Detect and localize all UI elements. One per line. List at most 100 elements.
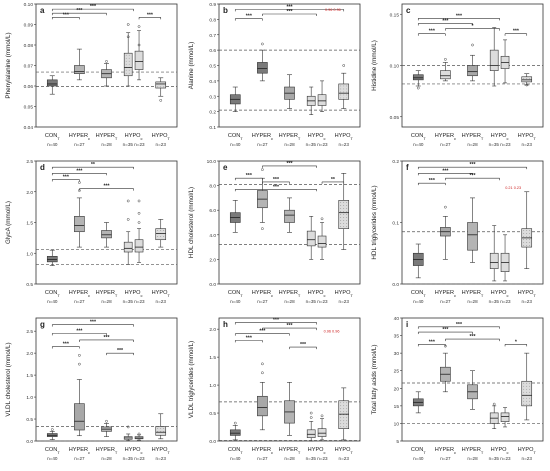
box-texture-dot xyxy=(340,226,342,227)
outlier-point xyxy=(416,86,420,90)
box-texture-dot xyxy=(523,385,525,387)
significance-label: *** xyxy=(273,184,280,190)
outlier-point xyxy=(105,419,108,423)
box-texture-dot xyxy=(346,214,348,215)
box-texture-dot xyxy=(343,202,345,203)
box-2 xyxy=(257,62,268,74)
significance-label: *** xyxy=(300,342,307,348)
box-texture-dot xyxy=(163,428,165,429)
x-count-label: n=27 xyxy=(74,142,85,147)
box-texture-dot xyxy=(346,223,348,224)
significance-label: *** xyxy=(63,174,70,180)
box-texture-dot xyxy=(523,382,525,384)
box-texture-dot xyxy=(157,230,159,231)
box-texture-dot xyxy=(340,88,342,90)
y-axis-label: HDL cholesterol (mmol/L) xyxy=(188,187,195,258)
outlier-point xyxy=(444,58,447,61)
x-category-label: HYPOc xyxy=(125,290,143,298)
box-texture-dot xyxy=(346,202,348,203)
box-texture-dot xyxy=(346,217,348,218)
box-texture-dot xyxy=(343,226,345,227)
x-category-label: HYPOT xyxy=(152,290,171,298)
y-tick-label: 20 xyxy=(394,386,400,392)
y-tick-label: 2.5 xyxy=(26,329,33,335)
significance-label: * xyxy=(471,24,474,30)
box-texture-dot xyxy=(340,85,342,87)
x-count-label: n=35 n=23 xyxy=(123,142,145,147)
outlier-point xyxy=(342,64,346,67)
significance-label: *** xyxy=(456,322,463,328)
panel-letter: g xyxy=(40,320,45,329)
box-texture-dot xyxy=(160,86,162,88)
x-count-label: n=40 xyxy=(47,456,58,461)
significance-label: *** xyxy=(469,162,476,168)
x-count-label: n=28 xyxy=(284,456,295,461)
x-category-label: HYPERc xyxy=(252,290,273,298)
box-5 xyxy=(317,428,327,437)
y-axis-label: Phenylalanine (mmol/L) xyxy=(5,32,12,98)
significance-label: *** xyxy=(456,13,463,19)
significance-label: * xyxy=(515,339,518,345)
box-texture-dot xyxy=(346,402,348,404)
y-tick-label: 2.0 xyxy=(26,190,33,196)
y-axis-label: Histidine (mmol/L) xyxy=(371,40,378,91)
panel-g: g VLDL cholesterol (mmol/L) 2.5 2.0 1.5 1.0 0.… xyxy=(5,317,178,461)
panel-letter: b xyxy=(223,6,228,15)
panel-letter: h xyxy=(223,320,228,329)
x-category-label: HYPOT xyxy=(152,133,171,141)
y-axis-label: VLDL cholesterol (mmol/L) xyxy=(5,342,12,416)
x-category-label: HYPERc xyxy=(69,447,90,455)
box-texture-dot xyxy=(346,208,348,209)
significance-label: ** xyxy=(91,162,96,168)
x-count-label: n=28 xyxy=(101,142,112,147)
y-tick-label: 0.08 xyxy=(24,43,34,49)
x-category-label: HYPERc xyxy=(435,447,456,455)
box-4 xyxy=(123,52,133,77)
y-tick-label: 6.0 xyxy=(209,208,216,214)
x-count-label: n=28 xyxy=(284,299,295,304)
box-4 xyxy=(306,230,316,247)
x-count-label: n=40 xyxy=(413,299,424,304)
box-5 xyxy=(500,412,510,422)
outlier-point xyxy=(137,211,141,215)
box-texture-dot xyxy=(343,208,345,209)
x-count-label: n=35 n=23 xyxy=(306,142,328,147)
box-texture-dot xyxy=(526,403,528,405)
x-category-label: HYPOc xyxy=(125,133,143,141)
box-texture-dot xyxy=(340,91,342,93)
box-texture-dot xyxy=(523,239,525,240)
box-texture-dot xyxy=(526,382,528,384)
x-count-label: n=27 xyxy=(440,456,451,461)
y-tick-label: 0.10 xyxy=(390,64,400,70)
box-texture-dot xyxy=(529,230,531,231)
y-tick-label: 0.5 xyxy=(26,282,33,288)
x-category-label: HYPERT xyxy=(279,290,301,298)
box-texture-dot xyxy=(529,397,531,399)
x-category-label: HYPERT xyxy=(96,290,118,298)
highlight-label: 0.96 0.96 xyxy=(325,8,341,12)
box-texture-dot xyxy=(343,405,345,407)
box-texture-dot xyxy=(343,85,345,87)
x-count-label: n=28 xyxy=(101,299,112,304)
highlight-label: 0.21 0.23 xyxy=(505,186,521,190)
box-texture-dot xyxy=(340,217,342,218)
y-tick-label: 1.5 xyxy=(209,355,216,361)
x-count-label: n=27 xyxy=(257,299,268,304)
x-count-label: n=28 xyxy=(101,456,112,461)
box-texture-dot xyxy=(523,78,525,80)
box-texture-dot xyxy=(340,408,342,410)
outlier-point xyxy=(309,411,313,415)
box-texture-dot xyxy=(343,88,345,90)
outlier-point xyxy=(492,402,496,406)
x-category-label: HYPERT xyxy=(279,447,301,455)
box-texture-dot xyxy=(128,57,130,59)
x-category-label: HYPERc xyxy=(69,133,90,141)
x-count-label: n=35 n=23 xyxy=(306,299,328,304)
box-2 xyxy=(74,65,85,74)
x-category-label: HYPERT xyxy=(462,447,484,455)
significance-label: *** xyxy=(103,184,110,190)
significance-label: *** xyxy=(76,8,83,14)
box-6 xyxy=(521,76,533,83)
box-2 xyxy=(440,70,451,80)
x-count-label: n=35 n=23 xyxy=(123,299,145,304)
